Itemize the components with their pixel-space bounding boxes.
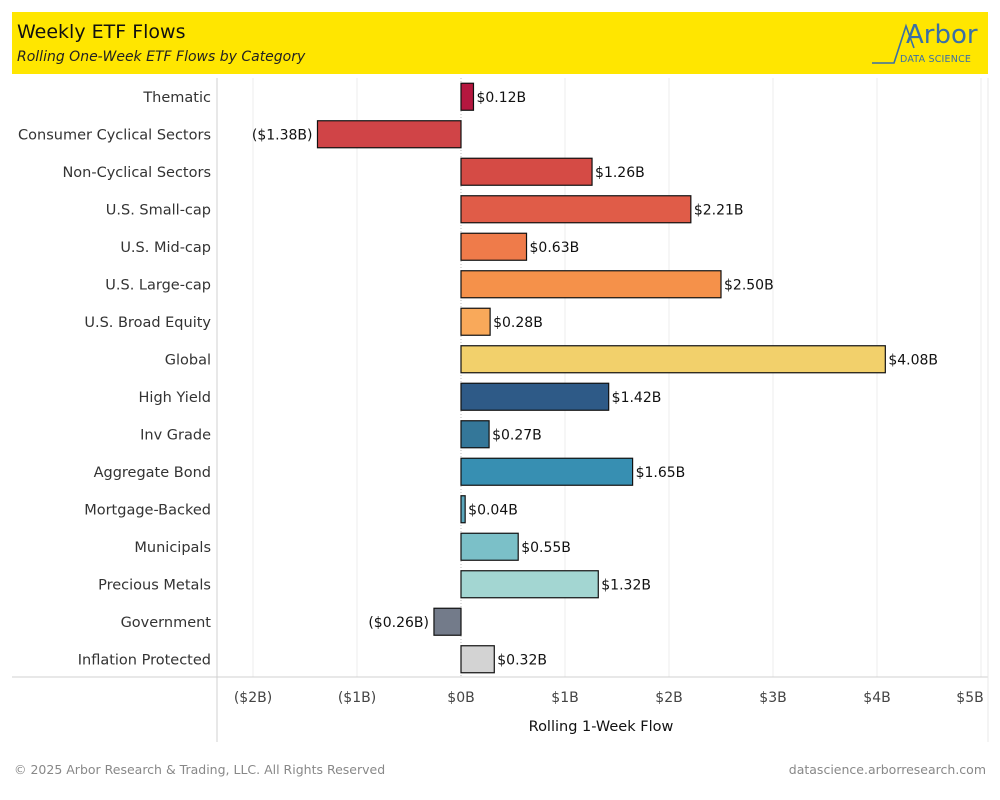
value-label: $1.42B [612, 390, 662, 406]
value-label: $0.28B [493, 315, 543, 331]
category-label: U.S. Small-cap [106, 202, 211, 218]
bars [316, 82, 886, 674]
category-label: Thematic [142, 90, 211, 106]
bar [433, 607, 462, 636]
bar [460, 570, 599, 599]
value-label: $0.12B [476, 90, 526, 106]
x-tick-label: ($1B) [338, 690, 376, 706]
x-tick-label: ($2B) [234, 690, 272, 706]
x-tick-label: $4B [863, 690, 890, 706]
category-label: Inv Grade [140, 427, 211, 443]
logo-subtext: DATA SCIENCE [900, 54, 972, 65]
bar [460, 495, 466, 524]
copyright-text: © 2025 Arbor Research & Trading, LLC. Al… [14, 762, 386, 777]
logo-mark-icon [872, 23, 915, 64]
website-link[interactable]: datascience.arborresearch.com [788, 762, 986, 777]
value-label: $2.21B [694, 202, 744, 218]
x-tick-label: $3B [759, 690, 786, 706]
bar [460, 532, 519, 561]
header-banner: Weekly ETF Flows Rolling One-Week ETF Fl… [12, 12, 988, 74]
logo-text: Arbor [906, 20, 978, 50]
value-label: $0.32B [497, 652, 547, 668]
category-label: Non-Cyclical Sectors [62, 165, 211, 181]
category-label: Consumer Cyclical Sectors [18, 127, 211, 143]
category-label: Inflation Protected [78, 652, 211, 668]
category-label: Municipals [134, 540, 211, 556]
bar [460, 232, 528, 261]
chart-frame [12, 78, 989, 742]
value-label: $0.27B [492, 427, 542, 443]
value-label: $1.32B [601, 577, 651, 593]
category-label: High Yield [139, 390, 211, 406]
value-label: $1.26B [595, 165, 645, 181]
value-label: $2.50B [724, 277, 774, 293]
x-tick-label: $5B [956, 690, 983, 706]
bar [460, 307, 491, 336]
category-labels: Thematic Consumer Cyclical Sectors Non-Cyc… [18, 90, 211, 669]
value-label: $0.55B [521, 540, 571, 556]
category-label: U.S. Mid-cap [120, 240, 211, 256]
x-tick-label: $1B [551, 690, 578, 706]
category-label: Aggregate Bond [94, 465, 211, 481]
value-label: $4.08B [888, 352, 938, 368]
bar [460, 420, 490, 449]
value-label: ($1.38B) [252, 127, 313, 143]
category-label: Government [121, 615, 212, 631]
bar [460, 345, 886, 374]
category-label: U.S. Large-cap [105, 277, 211, 293]
x-tick-label: $2B [655, 690, 682, 706]
bar [460, 157, 593, 186]
value-label: $0.04B [468, 502, 518, 518]
x-tick-label: $0B [447, 690, 474, 706]
bar [316, 120, 462, 149]
x-axis-title: Rolling 1-Week Flow [529, 719, 674, 735]
value-label: $0.63B [530, 240, 580, 256]
category-label: Global [165, 352, 211, 368]
value-labels: $0.12B ($1.38B) $1.26B $2.21B $0.63B $2.50B $0… [252, 90, 938, 669]
value-label: $1.65B [636, 465, 686, 481]
x-axis-ticks: ($2B) ($1B) $0B $1B $2B $3B $4B $5B [234, 690, 984, 706]
category-label: U.S. Broad Equity [84, 315, 211, 331]
bar [460, 382, 610, 411]
page-subtitle: Rolling One-Week ETF Flows by Category [17, 49, 306, 65]
page-title: Weekly ETF Flows [17, 21, 186, 43]
bar [460, 457, 634, 486]
category-label: Mortgage-Backed [84, 502, 211, 518]
bar [460, 270, 722, 299]
value-label: ($0.26B) [368, 615, 429, 631]
arbor-logo: Arbor DATA SCIENCE [870, 18, 980, 70]
bar [460, 645, 495, 674]
bar [460, 82, 475, 111]
category-label: Precious Metals [98, 577, 211, 593]
bar [460, 195, 692, 224]
